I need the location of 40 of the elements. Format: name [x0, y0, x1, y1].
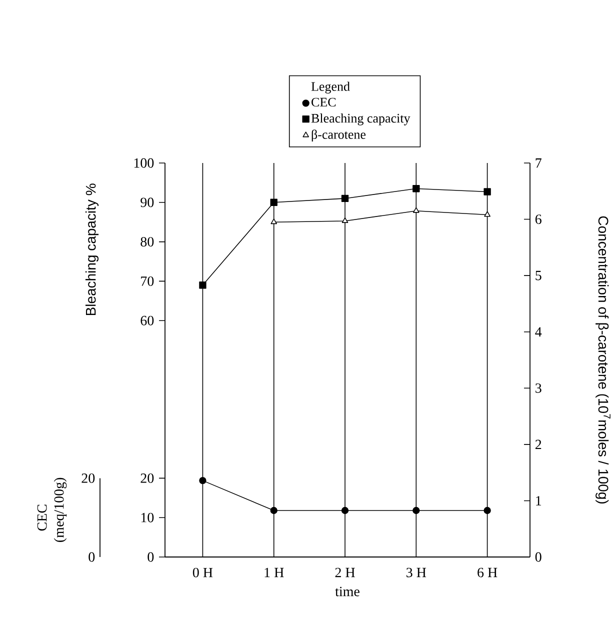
y-tick-label: 70 — [141, 276, 154, 286]
y-tick-label: 80 — [140, 237, 154, 247]
y-axis-title: Bleaching capacity % — [85, 184, 98, 316]
x-tick-label: 6 H — [478, 568, 498, 578]
x-tick-label: 2 H — [335, 568, 355, 578]
y3-tick-label: 20 — [82, 473, 95, 483]
y-tick-label: 60 — [140, 316, 154, 326]
point — [199, 282, 206, 289]
y2-axis-title: Concentration of β-carotene (10$^{7}$moles / 100g) — [596, 216, 610, 504]
x-tick-label: 1 H — [264, 568, 284, 578]
y-tick-label: 10 — [141, 512, 154, 522]
y2-tick-label: 0 — [535, 552, 542, 562]
y2-tick-label: 7 — [536, 158, 542, 168]
x-axis-title: time — [335, 586, 360, 596]
point — [412, 185, 420, 192]
y2-tick-label: 6 — [535, 214, 542, 224]
point — [342, 217, 348, 223]
legend-title: Legend — [311, 82, 350, 94]
legend-label: CEC — [312, 98, 336, 107]
y2-tick-label: 1 — [536, 496, 541, 506]
y-tick-label: 90 — [140, 198, 154, 208]
point — [341, 194, 349, 202]
x-tick-label: 0 H — [192, 568, 213, 578]
y2-tick-label: 2 — [535, 440, 542, 450]
y3-axis-title: CEC (meq/100g) — [37, 478, 67, 542]
legend-label: β-carotene — [312, 130, 366, 142]
point — [484, 211, 490, 217]
point — [412, 207, 420, 213]
point — [484, 188, 491, 196]
x-tick-label: 3 H — [406, 568, 426, 578]
y2-tick-label: 3 — [536, 383, 542, 393]
point — [270, 218, 277, 224]
y-tick-label: 100 — [134, 158, 154, 168]
y2-tick-label: 5 — [536, 270, 542, 280]
y2-tick-label: 4 — [535, 327, 542, 336]
y-tick-label: 20 — [140, 473, 154, 483]
legend-label: Bleaching capacity — [311, 114, 410, 126]
y-tick-label: 0 — [148, 552, 154, 562]
point — [270, 198, 278, 206]
y3-tick-label: 0 — [88, 552, 95, 562]
